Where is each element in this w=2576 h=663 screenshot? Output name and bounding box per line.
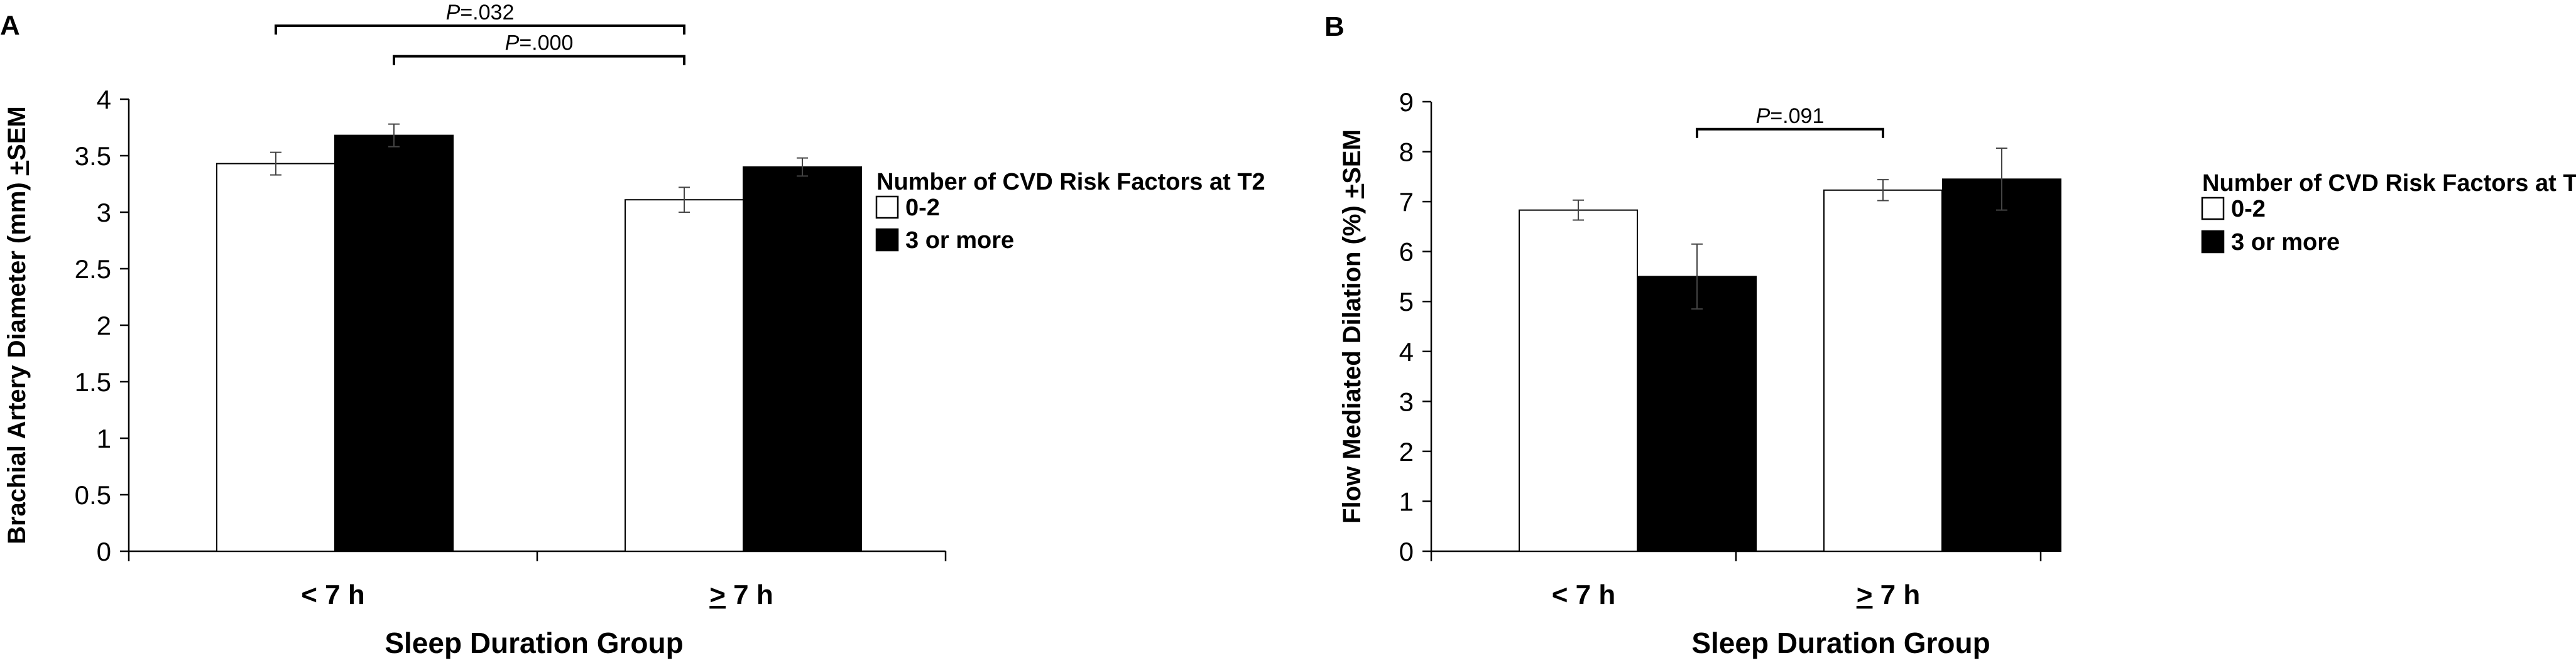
legend-entry: 3 or more xyxy=(905,227,1014,254)
legend-entry: 0-2 xyxy=(2231,196,2266,222)
significance-label: P=.091 xyxy=(1756,104,1825,128)
x-axis-label: Sleep Duration Group xyxy=(385,627,683,659)
y-tick-label: 3.5 xyxy=(75,141,111,171)
category-label: < 7 h xyxy=(1552,579,1616,610)
y-tick-label: 9 xyxy=(1399,87,1414,117)
category-label: > 7 h xyxy=(709,579,773,610)
category-label-prefix: < xyxy=(301,579,325,610)
legend-title: Number of CVD Risk Factors at T2 xyxy=(2202,170,2576,197)
x-axis-label: Sleep Duration Group xyxy=(1691,627,1990,659)
category-label-symbol: > xyxy=(709,579,726,610)
y-tick-label: 0.5 xyxy=(75,480,111,510)
panel-a-chart: A 0 0.5 1 1.5 2 2.5 3 3.5 4 Brachial Artery Diame… xyxy=(0,1,1265,659)
legend-swatch-high-risk xyxy=(875,228,899,252)
significance-p: P xyxy=(1756,104,1771,128)
category-label-symbol: > xyxy=(1857,579,1873,610)
y-tick-label: 1 xyxy=(97,424,111,453)
category-label: > 7 h xyxy=(1857,579,1921,610)
significance-bracket xyxy=(393,55,685,65)
y-tick-label: 4 xyxy=(1399,337,1414,367)
legend-swatch-low-risk xyxy=(875,195,899,219)
significance-bracket xyxy=(275,24,685,35)
significance-value: =.091 xyxy=(1770,104,1824,128)
y-tick-label: 4 xyxy=(97,85,111,114)
legend-title: Number of CVD Risk Factors at T2 xyxy=(876,169,1265,195)
category-label: < 7 h xyxy=(301,579,365,610)
y-axis-label-plusminus: + xyxy=(1338,184,1366,198)
bar-low-risk xyxy=(1519,209,1638,552)
significance-value: =.032 xyxy=(460,1,514,24)
significance-label: P=.000 xyxy=(505,31,574,55)
y-tick-label: 1 xyxy=(1399,487,1414,516)
category-label-prefix: < xyxy=(1552,579,1576,610)
y-tick-label: 0 xyxy=(1399,537,1414,566)
y-axis-label-main: Brachial Artery Diameter (mm) xyxy=(3,175,31,544)
legend-swatch-high-risk xyxy=(2201,230,2225,254)
significance-value: =.000 xyxy=(519,31,573,55)
bar-low-risk xyxy=(216,163,336,552)
y-axis-label-main: Flow Mediated Dilation (%) xyxy=(1338,198,1366,524)
y-tick-label: 7 xyxy=(1399,187,1414,217)
panel-b-label: B xyxy=(1324,11,1345,42)
significance-p: P xyxy=(505,31,520,55)
y-tick-label: 6 xyxy=(1399,237,1414,267)
y-tick-label: 3 xyxy=(1399,387,1414,416)
category-label-suffix: 7 h xyxy=(726,579,773,610)
legend-entry: 0-2 xyxy=(905,195,940,221)
y-tick-label: 0 xyxy=(97,537,111,566)
bar-low-risk xyxy=(1823,189,1943,552)
bar-high-risk xyxy=(743,166,862,552)
category-label-suffix: 7 h xyxy=(1576,579,1616,610)
category-label-suffix: 7 h xyxy=(325,579,365,610)
y-tick-label: 2.5 xyxy=(75,254,111,284)
y-tick-label: 2 xyxy=(97,311,111,340)
category-label-suffix: 7 h xyxy=(1872,579,1920,610)
y-axis-label: Brachial Artery Diameter (mm) +SEM xyxy=(3,106,31,544)
legend-entry: 3 or more xyxy=(2231,229,2340,256)
bar-low-risk xyxy=(625,199,744,552)
bar-high-risk xyxy=(1637,276,1757,552)
y-axis-label-sem: SEM xyxy=(3,106,31,161)
y-axis-label: Flow Mediated Dilation (%) +SEM xyxy=(1338,129,1366,524)
panel-b-chart: B 0 1 2 3 4 5 6 7 8 9 Flow Mediated Dilation (%) +… xyxy=(1324,11,2576,659)
legend-swatch-low-risk xyxy=(2201,197,2225,220)
y-tick-label: 5 xyxy=(1399,287,1414,316)
y-axis-label-sem: SEM xyxy=(1338,129,1366,184)
significance-label: P=.032 xyxy=(446,1,515,24)
y-tick-label: 2 xyxy=(1399,437,1414,466)
panel-a-label: A xyxy=(0,10,20,41)
y-tick-label: 1.5 xyxy=(75,367,111,397)
bar-high-risk xyxy=(1942,178,2061,552)
significance-bracket xyxy=(1696,127,1884,138)
y-tick-label: 8 xyxy=(1399,137,1414,167)
significance-p: P xyxy=(446,1,461,24)
y-axis-label-plusminus: + xyxy=(3,161,31,175)
y-tick-label: 3 xyxy=(97,198,111,227)
bar-high-risk xyxy=(334,134,454,552)
